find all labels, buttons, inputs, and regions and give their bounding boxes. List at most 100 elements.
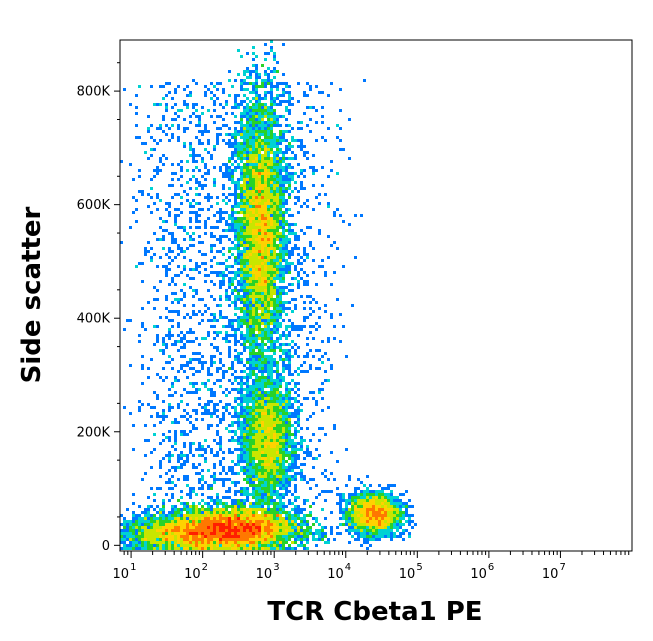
density-cell [171, 538, 174, 541]
density-cell [276, 424, 279, 427]
density-cell [381, 505, 384, 508]
density-cell [261, 454, 264, 457]
density-cell [243, 199, 246, 202]
density-cell [144, 454, 147, 457]
density-cell [267, 490, 270, 493]
density-cell [264, 520, 267, 523]
density-cell [180, 166, 183, 169]
density-cell [240, 520, 243, 523]
density-cell [264, 463, 267, 466]
density-cell [177, 508, 180, 511]
density-cell [273, 139, 276, 142]
density-cell [240, 103, 243, 106]
density-cell [243, 517, 246, 520]
density-cell [195, 217, 198, 220]
density-cell [264, 409, 267, 412]
density-cell [129, 529, 132, 532]
density-cell [243, 337, 246, 340]
density-cell [162, 163, 165, 166]
density-cell [231, 292, 234, 295]
density-cell [240, 331, 243, 334]
density-cell [177, 520, 180, 523]
density-cell [309, 529, 312, 532]
density-cell [177, 406, 180, 409]
density-cell [276, 451, 279, 454]
density-cell [249, 313, 252, 316]
density-cell [225, 409, 228, 412]
density-cell [267, 67, 270, 70]
density-cell [237, 355, 240, 358]
density-cell [192, 424, 195, 427]
density-cell [270, 94, 273, 97]
density-cell [291, 397, 294, 400]
density-cell [234, 538, 237, 541]
density-cell [219, 274, 222, 277]
density-cell [252, 466, 255, 469]
density-cell [264, 157, 267, 160]
density-cell [225, 526, 228, 529]
density-cell [198, 370, 201, 373]
density-cell [195, 409, 198, 412]
density-cell [300, 295, 303, 298]
density-cell [186, 523, 189, 526]
density-cell [192, 331, 195, 334]
density-cell [228, 193, 231, 196]
density-cell [369, 526, 372, 529]
density-cell [306, 499, 309, 502]
density-cell [285, 334, 288, 337]
density-cell [252, 538, 255, 541]
density-cell [243, 448, 246, 451]
density-cell [279, 259, 282, 262]
density-cell [144, 472, 147, 475]
density-cell [255, 379, 258, 382]
density-cell [282, 178, 285, 181]
density-cell [165, 523, 168, 526]
density-cell [366, 502, 369, 505]
density-cell [246, 289, 249, 292]
density-cell [324, 499, 327, 502]
density-cell [192, 382, 195, 385]
density-cell [210, 343, 213, 346]
density-cell [240, 457, 243, 460]
density-cell [246, 115, 249, 118]
density-cell [255, 346, 258, 349]
density-cell [291, 328, 294, 331]
density-cell [258, 103, 261, 106]
density-cell [153, 343, 156, 346]
density-cell [255, 448, 258, 451]
density-cell [267, 307, 270, 310]
density-cell [282, 394, 285, 397]
density-cell [186, 493, 189, 496]
density-cell [333, 214, 336, 217]
density-cell [258, 205, 261, 208]
density-cell [162, 526, 165, 529]
density-cell [261, 469, 264, 472]
density-cell [204, 127, 207, 130]
density-cell [204, 304, 207, 307]
density-cell [294, 196, 297, 199]
density-cell [249, 229, 252, 232]
density-cell [396, 529, 399, 532]
density-cell [288, 397, 291, 400]
density-cell [258, 157, 261, 160]
density-cell [291, 139, 294, 142]
density-cell [144, 253, 147, 256]
density-cell [246, 463, 249, 466]
density-cell [246, 193, 249, 196]
density-cell [168, 487, 171, 490]
density-cell [219, 514, 222, 517]
density-cell [234, 376, 237, 379]
density-cell [222, 370, 225, 373]
density-cell [264, 124, 267, 127]
density-cell [219, 103, 222, 106]
density-cell [282, 349, 285, 352]
density-cell [348, 502, 351, 505]
density-cell [219, 271, 222, 274]
density-cell [171, 301, 174, 304]
density-cell [186, 535, 189, 538]
density-cell [264, 52, 267, 55]
density-cell [288, 289, 291, 292]
density-cell [264, 58, 267, 61]
density-cell [243, 340, 246, 343]
density-cell [240, 316, 243, 319]
